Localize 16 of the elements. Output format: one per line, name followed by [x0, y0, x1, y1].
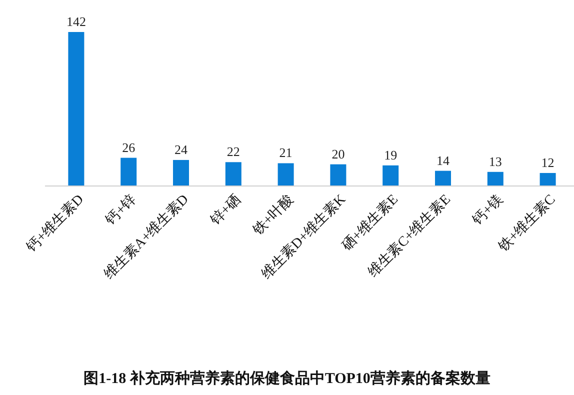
x-tick-label: 铁+叶酸	[249, 192, 297, 239]
data-label: 13	[488, 154, 502, 169]
data-label: 24	[174, 142, 188, 157]
x-tick-label: 钙+锌	[102, 192, 140, 229]
data-label: 19	[384, 147, 398, 162]
data-label: 12	[541, 154, 554, 170]
x-tick-label: 钙+镁	[468, 192, 506, 229]
data-label: 142	[66, 14, 86, 29]
data-label: 26	[122, 140, 136, 155]
data-label: 22	[226, 144, 240, 160]
data-label: 21	[279, 145, 292, 160]
x-tick-label: 锌+硒	[206, 192, 244, 229]
text: 图1-18 补充两种营养素的保健食品中TOP10营养素的备案数量	[84, 369, 490, 387]
x-tick-label: 钙+维生素D	[22, 192, 88, 256]
data-label: 20	[332, 146, 345, 162]
data-label: 14	[436, 152, 450, 168]
